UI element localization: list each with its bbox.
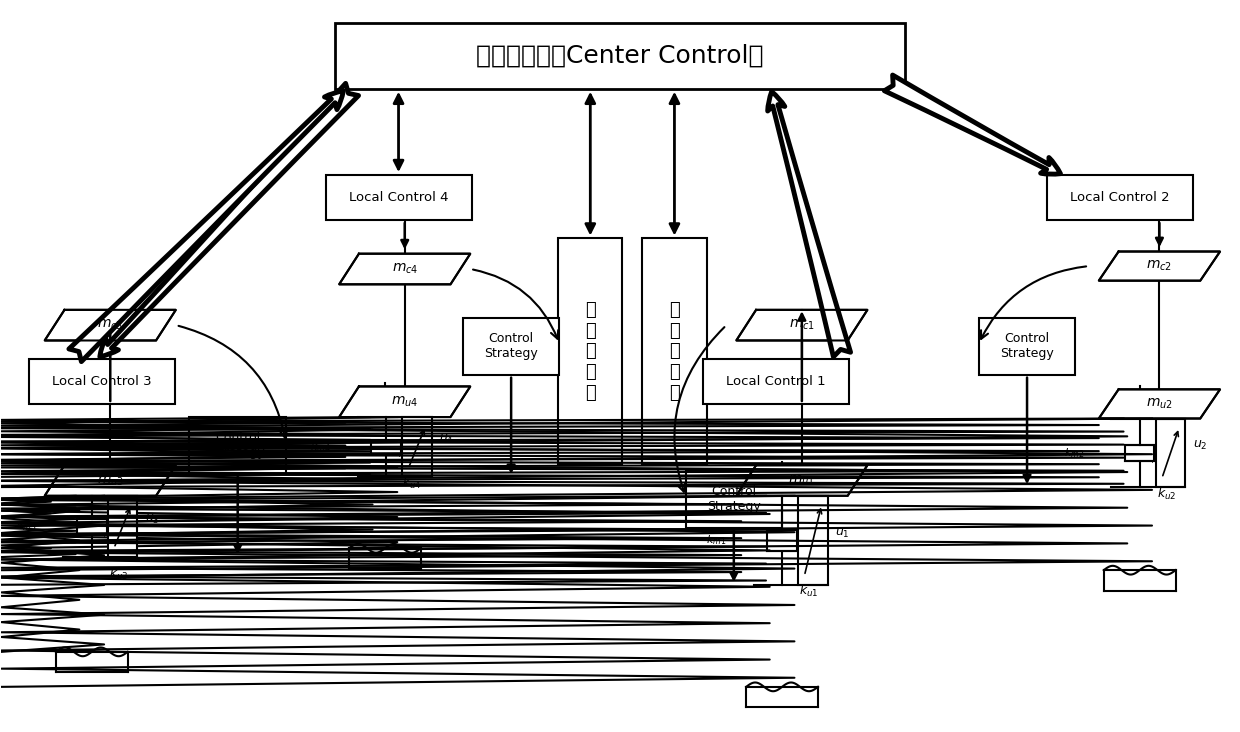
Text: $k_{m3}$: $k_{m3}$: [16, 520, 36, 534]
Text: $m_{u2}$: $m_{u2}$: [1146, 397, 1173, 411]
Bar: [29, 359, 175, 404]
Polygon shape: [737, 310, 868, 340]
Text: $k_{u1}$: $k_{u1}$: [800, 583, 818, 600]
Text: $m_{u3}$: $m_{u3}$: [97, 474, 124, 488]
Text: $k_{m2}$: $k_{m2}$: [1064, 446, 1084, 460]
Text: 驾
驶
员
系
统: 驾 驶 员 系 统: [670, 301, 680, 402]
Text: $m_{c2}$: $m_{c2}$: [1147, 259, 1173, 273]
Bar: [108, 496, 138, 557]
Bar: [799, 496, 828, 585]
Bar: [77, 519, 107, 534]
Bar: [1047, 175, 1193, 220]
Bar: [190, 417, 286, 474]
Text: $m_{u4}$: $m_{u4}$: [391, 395, 418, 409]
Text: $m_{c1}$: $m_{c1}$: [789, 318, 815, 332]
Text: $u_1$: $u_1$: [836, 526, 849, 539]
Polygon shape: [340, 254, 470, 284]
Bar: [463, 318, 559, 375]
Text: Local Control 2: Local Control 2: [1070, 191, 1169, 204]
Bar: [642, 239, 707, 464]
Text: $c_{\eta3}$: $c_{\eta3}$: [94, 526, 112, 541]
Text: $m_{c3}$: $m_{c3}$: [97, 318, 123, 332]
Text: $k_{m1}$: $k_{m1}$: [706, 534, 727, 548]
Polygon shape: [1099, 252, 1220, 280]
Bar: [686, 471, 782, 528]
Bar: [402, 417, 432, 477]
Text: $k_{u4}$: $k_{u4}$: [402, 474, 422, 490]
Text: $m_{c4}$: $m_{c4}$: [392, 262, 418, 276]
Text: 中央控制层（Center Control）: 中央控制层（Center Control）: [476, 44, 764, 68]
Bar: [326, 175, 471, 220]
Bar: [336, 23, 904, 89]
Polygon shape: [340, 386, 470, 417]
Text: Local Control 4: Local Control 4: [348, 191, 449, 204]
Text: $m_{u1}$: $m_{u1}$: [789, 474, 816, 488]
Text: Control
Strategy: Control Strategy: [211, 431, 264, 460]
Text: $k_{m4}$: $k_{m4}$: [310, 440, 331, 454]
Bar: [978, 318, 1075, 375]
Text: $u_2$: $u_2$: [1193, 439, 1208, 452]
Bar: [558, 239, 622, 464]
Text: $c_{\eta2}$: $c_{\eta2}$: [1142, 453, 1159, 467]
Text: $u_4$: $u_4$: [439, 433, 454, 447]
Bar: [1156, 419, 1185, 487]
Polygon shape: [1099, 389, 1220, 419]
Text: 发
动
机
系
统: 发 动 机 系 统: [585, 301, 595, 402]
Text: $c_{\eta4}$: $c_{\eta4}$: [388, 447, 407, 461]
Polygon shape: [737, 465, 868, 496]
Bar: [371, 440, 401, 454]
Text: $c_{\eta1}$: $c_{\eta1}$: [785, 540, 802, 555]
Text: $k_{u2}$: $k_{u2}$: [1157, 486, 1177, 502]
Text: $u_3$: $u_3$: [145, 512, 160, 526]
Text: Control
Strategy: Control Strategy: [1001, 332, 1054, 360]
Bar: [1125, 444, 1154, 461]
Bar: [703, 359, 849, 404]
Polygon shape: [45, 310, 176, 340]
Bar: [768, 530, 797, 551]
Text: Local Control 1: Local Control 1: [727, 375, 826, 388]
Text: Local Control 3: Local Control 3: [52, 375, 151, 388]
Text: Control
Strategy: Control Strategy: [485, 332, 538, 360]
Text: $k_{u3}$: $k_{u3}$: [109, 566, 129, 582]
Polygon shape: [45, 465, 176, 496]
Text: Control
Strategy: Control Strategy: [707, 485, 760, 513]
